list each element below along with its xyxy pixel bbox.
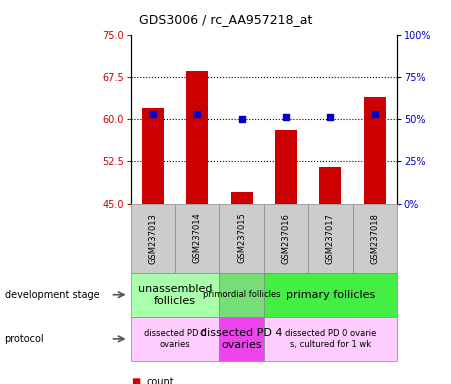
Text: count: count — [147, 377, 174, 384]
Text: unassembled
follicles: unassembled follicles — [138, 284, 212, 306]
Bar — [131, 317, 220, 361]
Point — [149, 111, 156, 117]
Text: development stage: development stage — [5, 290, 99, 300]
Bar — [175, 204, 220, 273]
Bar — [220, 317, 264, 361]
Text: ■: ■ — [131, 377, 140, 384]
Text: primary follicles: primary follicles — [286, 290, 375, 300]
Bar — [220, 273, 264, 317]
Text: primordial follicles: primordial follicles — [203, 290, 281, 299]
Bar — [319, 167, 341, 204]
Point — [327, 114, 334, 121]
Bar — [142, 108, 164, 204]
Bar — [186, 71, 208, 204]
Bar — [353, 204, 397, 273]
Text: GSM237018: GSM237018 — [370, 213, 379, 263]
Text: dissected PD 0 ovarie
s, cultured for 1 wk: dissected PD 0 ovarie s, cultured for 1 … — [285, 329, 376, 349]
Text: dissected PD 0
ovaries: dissected PD 0 ovaries — [144, 329, 206, 349]
Bar — [364, 96, 386, 204]
Text: GSM237016: GSM237016 — [281, 213, 290, 263]
Bar — [230, 192, 253, 204]
Bar — [264, 204, 308, 273]
Point — [282, 114, 290, 121]
Bar — [275, 130, 297, 204]
Bar — [264, 273, 397, 317]
Bar — [308, 204, 353, 273]
Text: GSM237013: GSM237013 — [148, 213, 157, 263]
Text: GSM237015: GSM237015 — [237, 213, 246, 263]
Point — [194, 111, 201, 117]
Text: protocol: protocol — [5, 334, 44, 344]
Bar — [264, 317, 397, 361]
Text: GDS3006 / rc_AA957218_at: GDS3006 / rc_AA957218_at — [139, 13, 312, 26]
Bar — [220, 204, 264, 273]
Point — [371, 111, 378, 117]
Bar — [131, 204, 175, 273]
Text: GSM237014: GSM237014 — [193, 213, 202, 263]
Text: dissected PD 4
ovaries: dissected PD 4 ovaries — [200, 328, 283, 350]
Bar — [131, 273, 220, 317]
Text: GSM237017: GSM237017 — [326, 213, 335, 263]
Point — [238, 116, 245, 122]
